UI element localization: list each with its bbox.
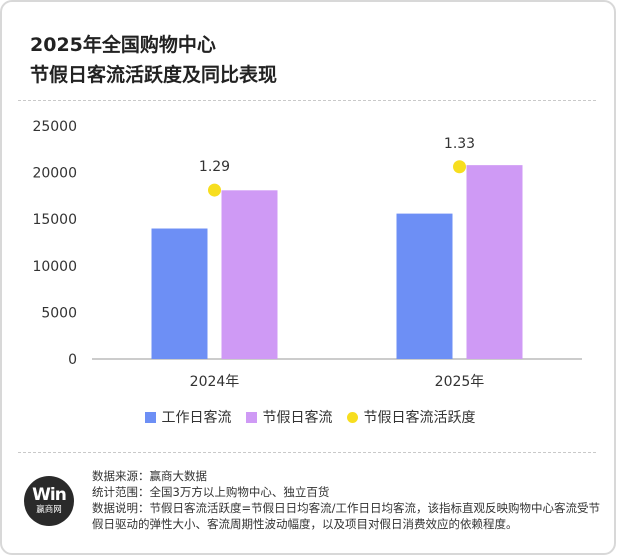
activity-dot: [453, 160, 466, 174]
chart-title-line1: 2025年全国购物中心: [30, 34, 216, 56]
bar-chart: 0 5000 10000 15000 20000 25000 1.29 1.33 2024年…: [32, 119, 582, 390]
y-tick-label: 25000: [32, 119, 77, 135]
bar-holiday: [221, 190, 278, 359]
legend-label-workday: 工作日客流: [161, 410, 232, 426]
bars: [151, 165, 523, 359]
brand-logo-mark: Win: [32, 485, 67, 505]
y-axis: 0 5000 10000 15000 20000 25000: [32, 119, 77, 368]
legend-swatch-holiday: [245, 411, 257, 423]
activity-data-label: 1.33: [444, 136, 475, 152]
footer-divider: [18, 452, 596, 453]
bar-workday: [151, 228, 208, 359]
note-description: 数据说明：节假日客流活跃度=节假日日均客流/工作日日均客流，该指标直观反映购物中…: [92, 501, 601, 531]
legend-label-activity: 节假日客流活跃度: [363, 410, 476, 426]
activity-points: 1.29 1.33: [199, 136, 475, 197]
footer-notes: 数据来源：赢商大数据 统计范围：全国3万方以上购物中心、独立百货 数据说明：节假…: [92, 468, 602, 532]
y-tick-label: 0: [68, 352, 77, 368]
header-divider: [18, 100, 596, 101]
note-source: 数据来源：赢商大数据: [92, 469, 207, 483]
legend: 工作日客流 节假日客流 节假日客流活跃度: [2, 407, 618, 427]
x-tick-label: 2024年: [190, 374, 240, 390]
brand-logo: Win 赢商网: [24, 476, 74, 526]
y-tick-label: 20000: [32, 166, 77, 182]
y-tick-label: 15000: [32, 212, 77, 228]
bar-holiday: [466, 165, 523, 359]
activity-data-label: 1.29: [199, 159, 230, 175]
chart-title-line2: 节假日客流活跃度及同比表现: [30, 64, 278, 86]
activity-dot: [208, 183, 221, 197]
y-tick-label: 10000: [32, 259, 77, 275]
bar-workday: [396, 213, 453, 359]
legend-swatch-workday: [144, 411, 156, 423]
legend-item-workday: 工作日客流: [144, 407, 232, 427]
legend-item-activity: 节假日客流活跃度: [346, 407, 476, 427]
x-tick-label: 2025年: [435, 374, 485, 390]
legend-label-holiday: 节假日客流: [262, 410, 333, 426]
legend-item-holiday: 节假日客流: [245, 407, 333, 427]
brand-logo-name: 赢商网: [36, 505, 62, 515]
legend-swatch-activity: [346, 411, 358, 423]
y-tick-label: 5000: [41, 305, 77, 321]
note-scope: 统计范围：全国3万方以上购物中心、独立百货: [92, 485, 330, 499]
chart-title: 2025年全国购物中心 节假日客流活跃度及同比表现: [30, 30, 590, 90]
x-axis-labels: 2024年 2025年: [190, 374, 485, 390]
